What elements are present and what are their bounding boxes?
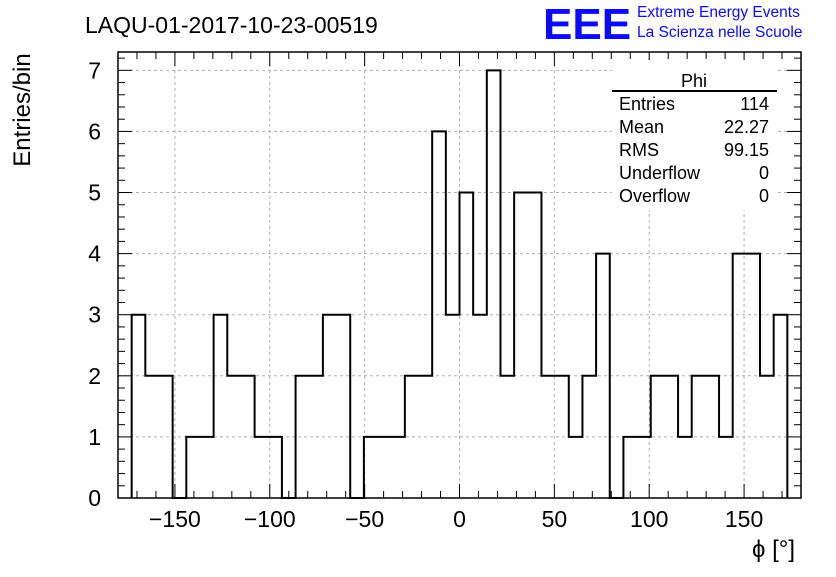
histogram-bin bbox=[487, 70, 501, 498]
y-tick-label: 6 bbox=[88, 118, 101, 144]
histogram-bin bbox=[651, 376, 665, 498]
histogram-bin bbox=[555, 376, 569, 498]
histogram-bin bbox=[678, 437, 692, 498]
histogram-bin bbox=[200, 437, 214, 498]
y-tick-label: 3 bbox=[88, 302, 101, 328]
histogram-bin bbox=[432, 131, 446, 498]
histogram-bin bbox=[309, 376, 323, 498]
histogram-bin bbox=[500, 376, 514, 498]
histogram-bin bbox=[460, 193, 474, 498]
eee-logo: EEE bbox=[543, 0, 632, 49]
histogram-bin bbox=[268, 437, 282, 498]
histogram-bin bbox=[692, 376, 706, 498]
histogram-bin bbox=[255, 437, 269, 498]
stats-value: 0 bbox=[759, 186, 769, 206]
stats-label: Entries bbox=[619, 94, 675, 114]
x-axis-label: ϕ [°] bbox=[752, 536, 796, 563]
stats-title: Phi bbox=[681, 71, 707, 91]
x-tick-label: −100 bbox=[244, 506, 296, 532]
stats-value: 99.15 bbox=[724, 140, 769, 160]
stats-box-bg bbox=[612, 60, 777, 210]
y-tick-label: 7 bbox=[88, 57, 101, 83]
histogram-bin bbox=[582, 376, 596, 498]
stats-label: Underflow bbox=[619, 163, 701, 183]
histogram-bin bbox=[405, 376, 419, 498]
x-tick-label: 150 bbox=[725, 506, 763, 532]
x-tick-label: 50 bbox=[542, 506, 568, 532]
histogram-bin bbox=[323, 315, 337, 498]
histogram-bin bbox=[296, 376, 310, 498]
histogram-bin bbox=[705, 376, 719, 498]
y-tick-label: 2 bbox=[88, 363, 101, 389]
histogram-bin bbox=[514, 193, 528, 498]
stats-label: Mean bbox=[619, 117, 664, 137]
x-tick-label: 0 bbox=[453, 506, 466, 532]
chart-title: LAQU-01-2017-10-23-00519 bbox=[85, 12, 378, 38]
histogram-bin bbox=[227, 376, 241, 498]
histogram-bin bbox=[774, 315, 788, 498]
histogram-bin bbox=[596, 254, 610, 498]
histogram-bin bbox=[241, 376, 255, 498]
histogram-bin bbox=[719, 437, 733, 498]
histogram-bin bbox=[733, 254, 747, 498]
brand-line-1: Extreme Energy Events bbox=[637, 4, 800, 21]
histogram-bin bbox=[214, 315, 228, 498]
stats-value: 22.27 bbox=[724, 117, 769, 137]
histogram-bin bbox=[528, 193, 542, 498]
histogram-outline bbox=[130, 69, 789, 499]
stats-label: RMS bbox=[619, 140, 659, 160]
x-tick-label: 100 bbox=[630, 506, 668, 532]
y-tick-label: 0 bbox=[88, 485, 101, 511]
histogram-bin bbox=[473, 315, 487, 498]
histogram-bin bbox=[159, 376, 173, 498]
histogram-bin bbox=[760, 376, 774, 498]
histogram-bin bbox=[378, 437, 392, 498]
histogram-bin bbox=[337, 315, 351, 498]
histogram-bin bbox=[391, 437, 405, 498]
histogram-bin bbox=[186, 437, 200, 498]
x-tick-label: −50 bbox=[345, 506, 384, 532]
y-tick-label: 5 bbox=[88, 180, 101, 206]
stats-label: Overflow bbox=[619, 186, 691, 206]
histogram-bin bbox=[623, 437, 637, 498]
histogram-bin bbox=[664, 376, 678, 498]
y-tick-label: 4 bbox=[88, 241, 101, 267]
histogram-bin bbox=[746, 254, 760, 498]
y-axis-label: Entries/bin bbox=[9, 53, 36, 167]
brand-line-2: La Scienza nelle Scuole bbox=[637, 24, 803, 41]
histogram-bin bbox=[419, 376, 433, 498]
y-tick-label: 1 bbox=[88, 424, 101, 450]
histogram-bin bbox=[637, 437, 651, 498]
histogram-bin bbox=[446, 315, 460, 498]
stats-value: 114 bbox=[740, 94, 769, 114]
histogram-bin bbox=[132, 315, 146, 498]
histogram-bin bbox=[569, 437, 583, 498]
histogram-bin bbox=[364, 437, 378, 498]
stats-value: 0 bbox=[759, 163, 769, 183]
histogram-bin bbox=[541, 376, 555, 498]
x-tick-label: −150 bbox=[149, 506, 201, 532]
histogram-bin bbox=[145, 376, 159, 498]
